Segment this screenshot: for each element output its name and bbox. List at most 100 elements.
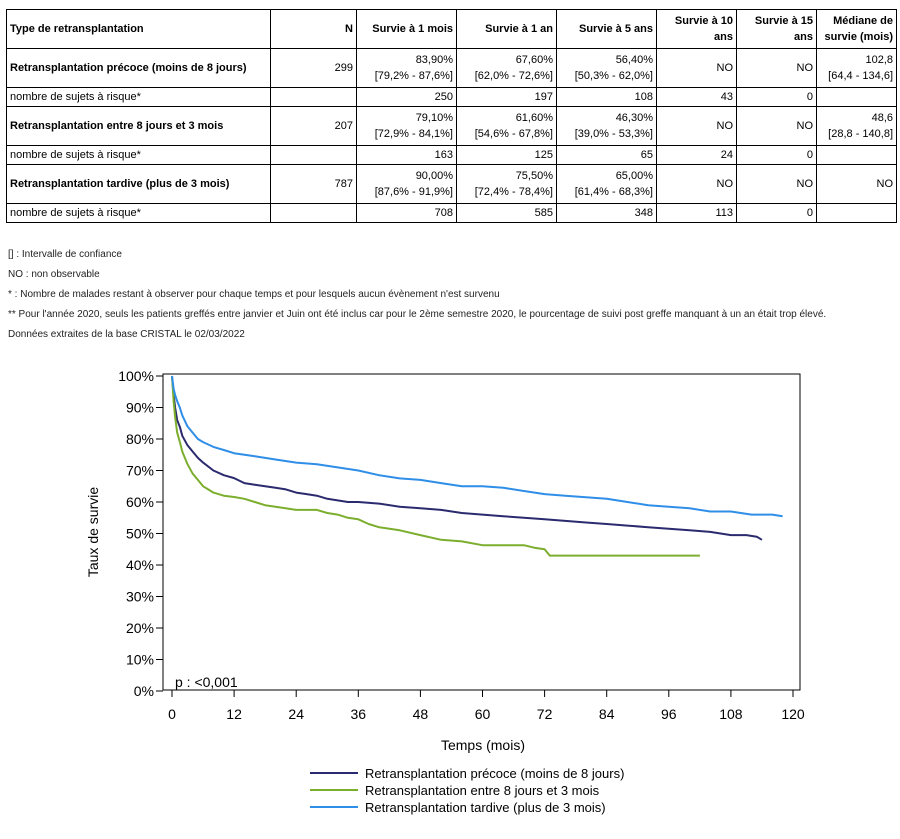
footnote-no: NO : non observable — [8, 269, 100, 280]
x-tick-label: 12 — [226, 706, 242, 722]
median-survival: NO — [816, 164, 897, 204]
risk-empty — [816, 145, 897, 165]
legend-label: Retransplantation précoce (moins de 8 jo… — [365, 766, 624, 781]
risk-10-years: 24 — [656, 145, 737, 165]
footnote-2020: ** Pour l'année 2020, seuls les patients… — [8, 309, 827, 320]
y-tick-label: 50% — [126, 526, 154, 542]
footnote-at-risk: * : Nombre de malades restant à observer… — [8, 289, 500, 300]
survival-15-years: NO — [736, 106, 817, 146]
table-row: Retransplantation tardive (plus de 3 moi… — [6, 164, 897, 204]
header-n: N — [270, 9, 357, 49]
series-line-1 — [171, 375, 763, 541]
group-n: 207 — [270, 106, 357, 146]
risk-1-month: 163 — [356, 145, 457, 165]
p-value-annotation: p : <0,001 — [175, 674, 238, 690]
series-lines — [171, 375, 783, 557]
y-tick-label: 40% — [126, 557, 154, 573]
survival-5-years: 56,40% [50,3% - 62,0%] — [556, 48, 657, 88]
x-tick-label: 120 — [781, 706, 805, 722]
risk-empty — [270, 87, 357, 107]
x-tick-label: 108 — [719, 706, 743, 722]
y-tick-label: 0% — [134, 683, 154, 699]
header-5-years: Survie à 5 ans — [556, 9, 657, 49]
risk-15-years: 0 — [736, 203, 817, 223]
table-row-at-risk: nombre de sujets à risque* 708 585 348 1… — [6, 203, 897, 223]
survival-1-year: 75,50% [72,4% - 78,4%] — [456, 164, 557, 204]
header-10-years: Survie à 10 ans — [656, 9, 737, 49]
risk-10-years: 43 — [656, 87, 737, 107]
risk-label: nombre de sujets à risque* — [6, 145, 271, 165]
risk-label: nombre de sujets à risque* — [6, 203, 271, 223]
series-line-3 — [171, 375, 783, 518]
x-tick-label: 84 — [599, 706, 615, 722]
risk-1-year: 125 — [456, 145, 557, 165]
y-tick-label: 90% — [126, 400, 154, 416]
y-tick-label: 80% — [126, 431, 154, 447]
x-tick-label: 60 — [475, 706, 491, 722]
y-tick-label: 70% — [126, 463, 154, 479]
survival-1-month: 90,00% [87,6% - 91,9%] — [356, 164, 457, 204]
survival-chart: 0% 10% 20% 30% 40% 50% 60% 70% 80% 90% 100% 0 12 24 3… — [85, 368, 805, 815]
x-tick-label: 36 — [351, 706, 367, 722]
group-label: Retransplantation précoce (moins de 8 jo… — [6, 48, 271, 88]
series-line-2 — [171, 375, 700, 557]
risk-1-year: 197 — [456, 87, 557, 107]
header-1-year: Survie à 1 an — [456, 9, 557, 49]
table-row: Retransplantation précoce (moins de 8 jo… — [6, 48, 897, 88]
x-tick-label: 48 — [413, 706, 429, 722]
plot-frame — [162, 373, 801, 691]
risk-15-years: 0 — [736, 145, 817, 165]
y-axis: 0% 10% 20% 30% 40% 50% 60% 70% 80% 90% 100% — [118, 368, 163, 699]
x-axis: 0 12 24 36 48 60 72 84 96 108 120 — [168, 690, 805, 722]
x-tick-label: 96 — [661, 706, 677, 722]
group-n: 787 — [270, 164, 357, 204]
survival-5-years: 46,30% [39,0% - 53,3%] — [556, 106, 657, 146]
risk-label: nombre de sujets à risque* — [6, 87, 271, 107]
survival-1-month: 83,90% [79,2% - 87,6%] — [356, 48, 457, 88]
risk-10-years: 113 — [656, 203, 737, 223]
x-tick-label: 0 — [168, 706, 176, 722]
group-label: Retransplantation tardive (plus de 3 moi… — [6, 164, 271, 204]
risk-5-years: 348 — [556, 203, 657, 223]
survival-1-year: 61,60% [54,6% - 67,8%] — [456, 106, 557, 146]
x-tick-label: 24 — [288, 706, 304, 722]
risk-empty — [270, 145, 357, 165]
risk-5-years: 65 — [556, 145, 657, 165]
footnotes: [] : Intervalle de confiance NO : non ob… — [8, 248, 826, 348]
survival-10-years: NO — [656, 164, 737, 204]
y-tick-label: 30% — [126, 589, 154, 605]
risk-1-month: 708 — [356, 203, 457, 223]
header-15-years: Survie à 15 ans — [736, 9, 817, 49]
legend-label: Retransplantation tardive (plus de 3 moi… — [365, 800, 606, 815]
group-label: Retransplantation entre 8 jours et 3 moi… — [6, 106, 271, 146]
survival-10-years: NO — [656, 106, 737, 146]
x-axis-label: Temps (mois) — [441, 737, 525, 753]
y-axis-label: Taux de survie — [85, 487, 101, 577]
survival-10-years: NO — [656, 48, 737, 88]
survival-15-years: NO — [736, 48, 817, 88]
legend: Retransplantation précoce (moins de 8 jo… — [310, 766, 624, 815]
table-row-at-risk: nombre de sujets à risque* 250 197 108 4… — [6, 87, 897, 107]
y-tick-label: 60% — [126, 494, 154, 510]
y-tick-label: 100% — [118, 368, 154, 384]
survival-table: Type de retransplantation N Survie à 1 m… — [6, 9, 897, 223]
survival-15-years: NO — [736, 164, 817, 204]
header-1-month: Survie à 1 mois — [356, 9, 457, 49]
median-survival: 102,8 [64,4 - 134,6] — [816, 48, 897, 88]
risk-15-years: 0 — [736, 87, 817, 107]
footnote-source: Données extraites de la base CRISTAL le … — [8, 329, 245, 340]
y-tick-label: 20% — [126, 620, 154, 636]
risk-5-years: 108 — [556, 87, 657, 107]
group-n: 299 — [270, 48, 357, 88]
risk-empty — [816, 203, 897, 223]
survival-1-month: 79,10% [72,9% - 84,1%] — [356, 106, 457, 146]
header-median: Médiane de survie (mois) — [816, 9, 897, 49]
risk-empty — [816, 87, 897, 107]
y-tick-label: 10% — [126, 652, 154, 668]
risk-empty — [270, 203, 357, 223]
footnote-ci: [] : Intervalle de confiance — [8, 249, 122, 260]
table-row: Retransplantation entre 8 jours et 3 moi… — [6, 106, 897, 146]
survival-1-year: 67,60% [62,0% - 72,6%] — [456, 48, 557, 88]
survival-5-years: 65,00% [61,4% - 68,3%] — [556, 164, 657, 204]
table-header-row: Type de retransplantation N Survie à 1 m… — [6, 9, 897, 49]
